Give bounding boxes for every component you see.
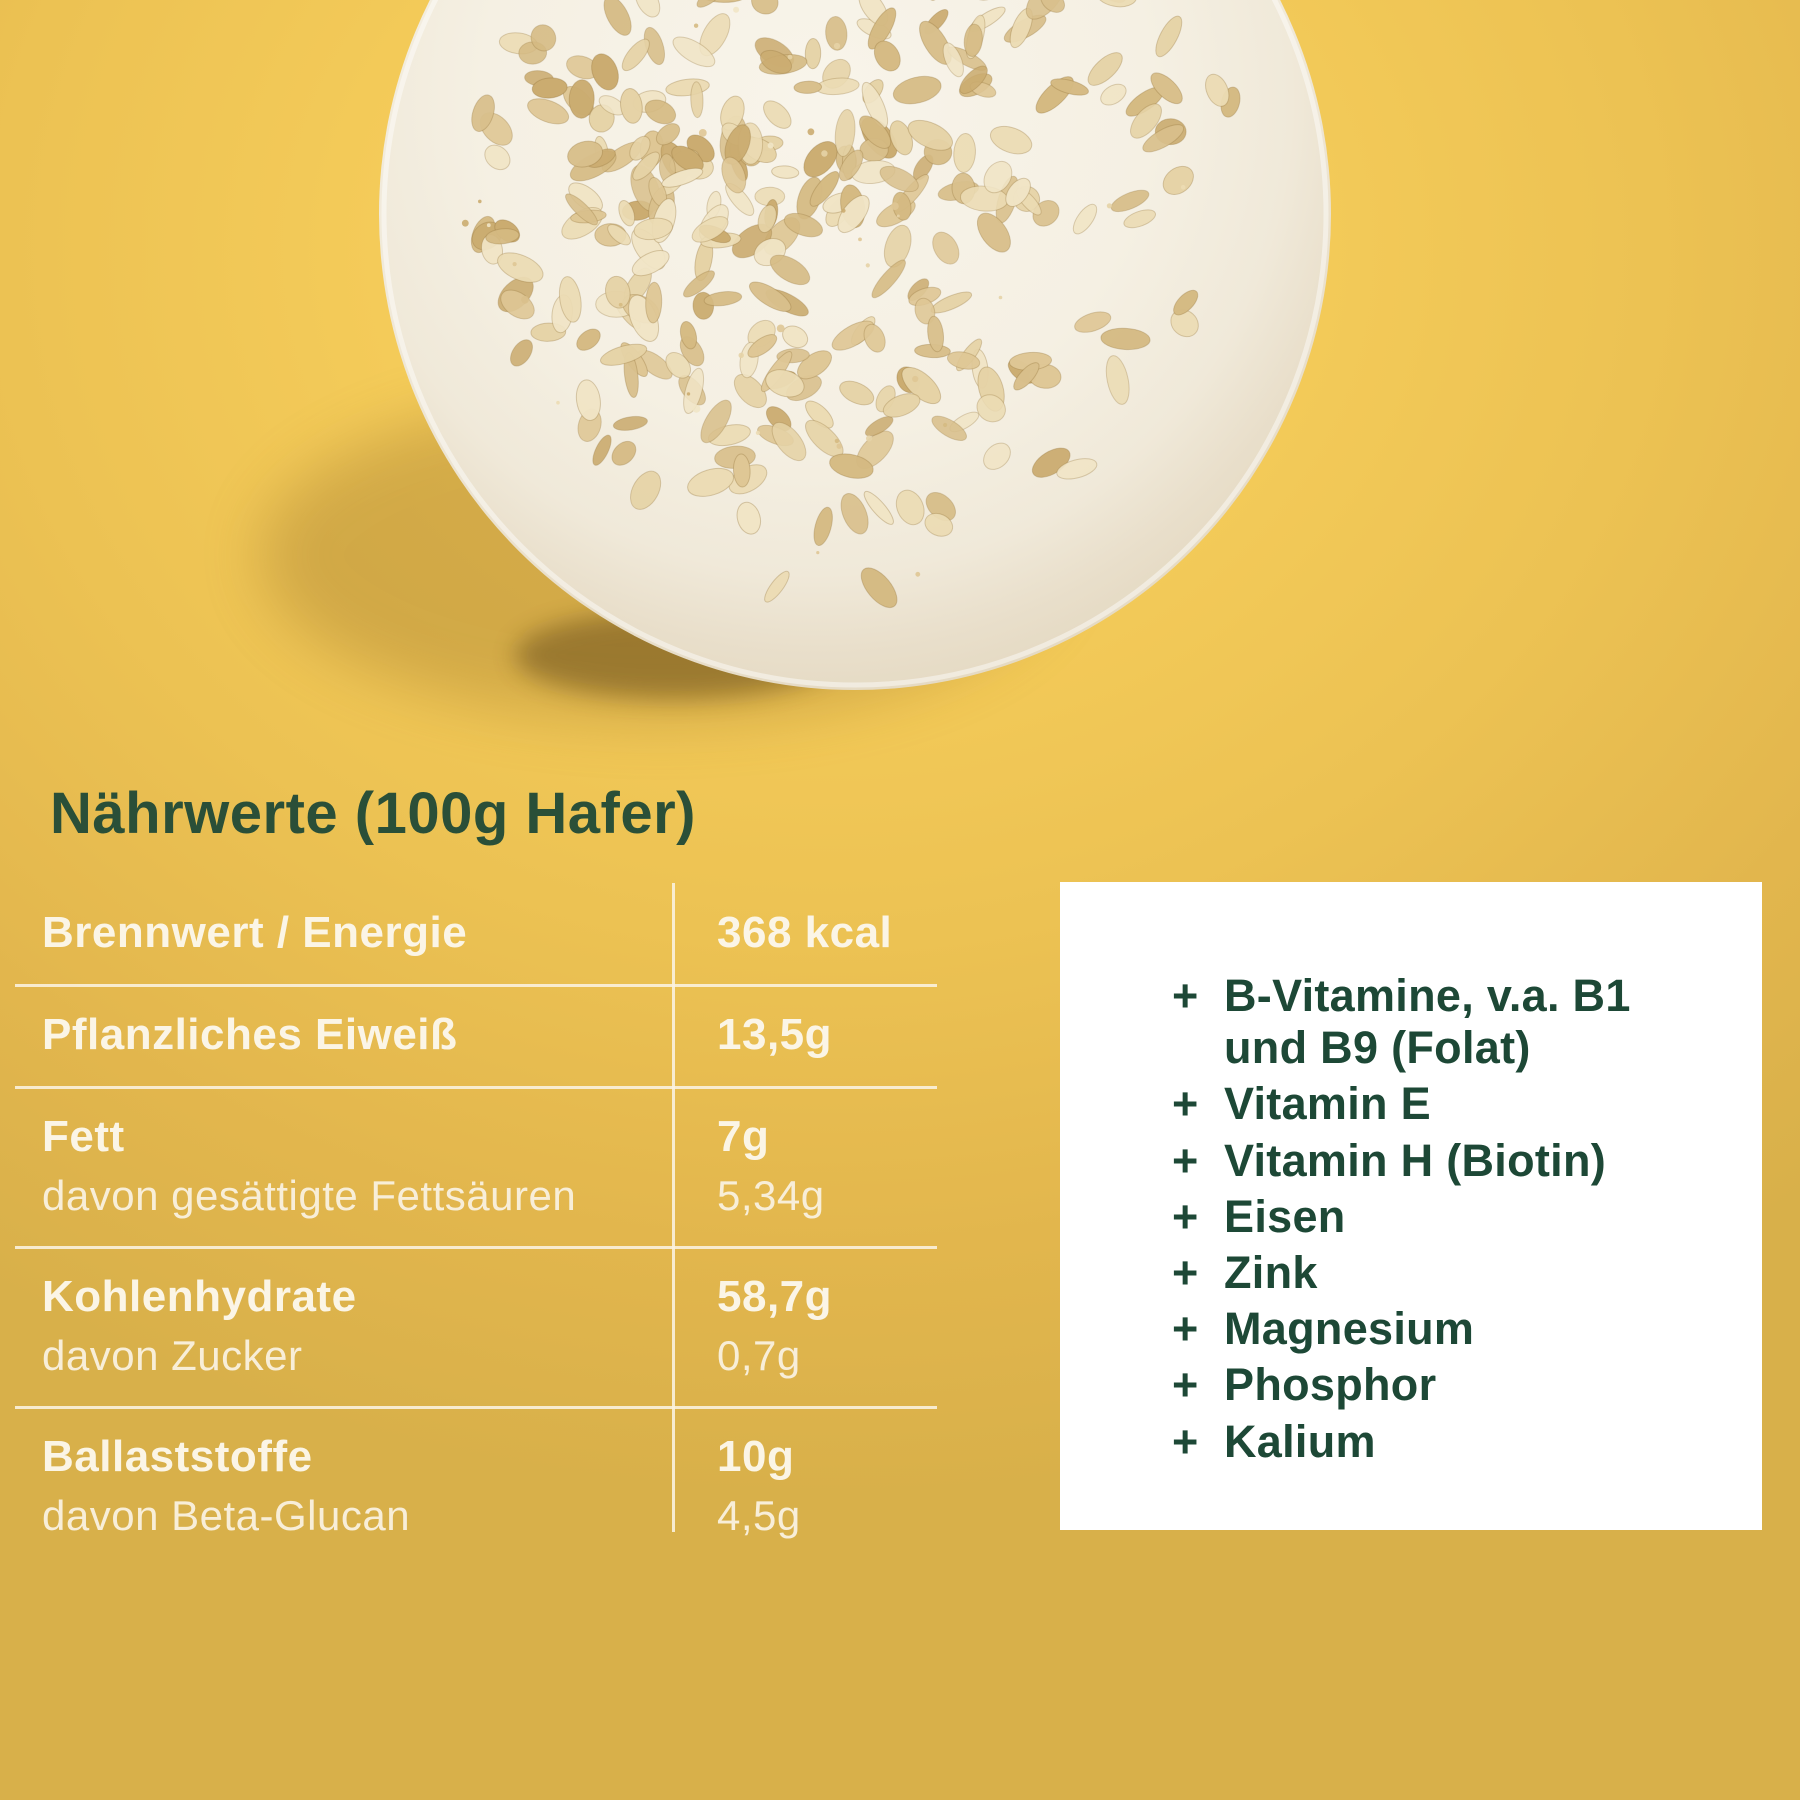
plate [379, 0, 1331, 690]
list-item: + Phosphor [1172, 1359, 1732, 1411]
row-sub-label: davon Zucker [42, 1332, 303, 1379]
list-item-label: B-Vitamine, v.a. B1 und B9 (Folat) [1224, 970, 1631, 1074]
oat-flakes [461, 0, 1241, 609]
row-sub-value: 5,34g [717, 1172, 825, 1219]
plate-rim-highlight [381, 0, 1329, 688]
plus-bullet: + [1172, 1303, 1199, 1355]
row-label: Ballaststoffe [42, 1432, 313, 1481]
row-value: 368 kcal [717, 908, 893, 957]
plus-bullet: + [1172, 1359, 1199, 1411]
list-item: + Magnesium [1172, 1303, 1732, 1355]
list-item: + Eisen [1172, 1191, 1732, 1243]
nutrition-table: Brennwert / Energie 368 kcal Pflanzliche… [15, 883, 937, 1566]
plus-bullet: + [1172, 1078, 1199, 1130]
plus-bullet: + [1172, 1246, 1199, 1298]
table-row-carbs: Kohlenhydrate 58,7g davon Zucker 0,7g [15, 1249, 937, 1409]
row-value: 7g [717, 1112, 770, 1161]
row-sub-label: davon Beta-Glucan [42, 1492, 411, 1539]
list-item: + Vitamin E [1172, 1078, 1732, 1130]
oats-plate-photo [260, 0, 1331, 720]
list-item-label: Eisen [1224, 1190, 1346, 1242]
page-title: Nährwerte (100g Hafer) [50, 781, 696, 846]
list-item-label: Kalium [1224, 1415, 1376, 1467]
table-row-energy: Brennwert / Energie 368 kcal [15, 885, 937, 987]
plus-bullet: + [1172, 970, 1199, 1021]
list-item: + Kalium [1172, 1416, 1732, 1468]
plate-shadow [260, 390, 1060, 720]
row-value: 58,7g [717, 1272, 833, 1321]
list-item: + Zink [1172, 1247, 1732, 1299]
row-value: 13,5g [717, 1010, 833, 1059]
row-label: Brennwert / Energie [42, 908, 468, 957]
list-item: + B-Vitamine, v.a. B1 und B9 (Folat) [1172, 970, 1732, 1074]
table-column-divider [672, 883, 675, 1532]
table-row-protein: Pflanzliches Eiweiß 13,5g [15, 987, 937, 1089]
row-sub-label: davon gesättigte Fettsäuren [42, 1172, 577, 1219]
list-item-label: Zink [1224, 1246, 1318, 1298]
row-label: Kohlenhydrate [42, 1272, 357, 1321]
plus-bullet: + [1172, 1415, 1199, 1467]
list-item: + Vitamin H (Biotin) [1172, 1135, 1732, 1187]
row-sub-value: 4,5g [717, 1492, 801, 1539]
micronutrients-panel: + B-Vitamine, v.a. B1 und B9 (Folat) + V… [1060, 882, 1762, 1530]
plate-contact-shadow [515, 611, 835, 699]
row-value: 10g [717, 1432, 795, 1481]
list-item-label: Vitamin H (Biotin) [1224, 1134, 1607, 1186]
list-item-label: Magnesium [1224, 1303, 1475, 1355]
table-row-fat: Fett 7g davon gesättigte Fettsäuren 5,34… [15, 1089, 937, 1249]
plus-bullet: + [1172, 1190, 1199, 1242]
list-item-label: Vitamin E [1224, 1078, 1431, 1130]
list-item-label: Phosphor [1224, 1359, 1437, 1411]
table-row-fiber: Ballaststoffe 10g davon Beta-Glucan 4,5g [15, 1409, 937, 1566]
plus-bullet: + [1172, 1134, 1199, 1186]
row-label: Fett [42, 1112, 125, 1161]
row-sub-value: 0,7g [717, 1332, 801, 1379]
row-label: Pflanzliches Eiweiß [42, 1010, 458, 1059]
